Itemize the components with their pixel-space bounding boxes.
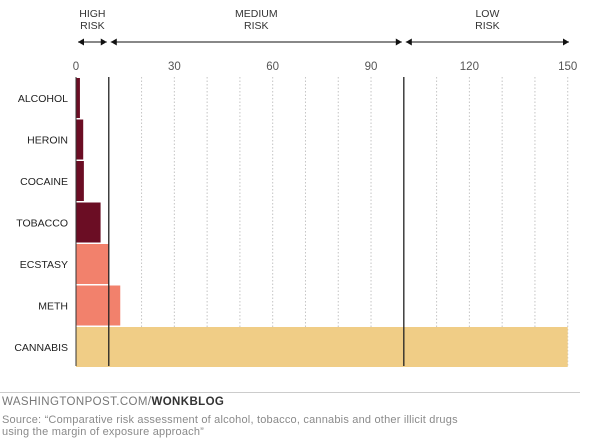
x-axis-ticks: 0 30 60 90 120 150 (73, 61, 578, 73)
category-label-tobacco: TOBACCO (16, 218, 68, 230)
zone-label-0-line-2: RISK (80, 20, 105, 32)
zone-label-2-line-1: LOW (475, 8, 499, 20)
x-tick-label-30: 30 (168, 61, 181, 73)
zone-label-2-line-2: RISK (475, 20, 500, 32)
bar-ecstasy (76, 244, 109, 284)
bar-alcohol (76, 78, 80, 118)
source-note: Source: “Comparative risk assessment of … (2, 414, 572, 438)
zone-label-1-line-2: RISK (244, 20, 269, 32)
zone-label-0-line-1: HIGH (79, 8, 105, 20)
zone-arrowhead-right (563, 38, 569, 46)
bar-heroin (76, 119, 84, 160)
category-label-alcohol: ALCOHOL (18, 93, 68, 105)
bar-meth (76, 285, 121, 326)
category-label-heroin: HEROIN (27, 135, 68, 147)
x-tick-label-150: 150 (558, 61, 577, 73)
source-line-2: using the margin of exposure approach” (2, 426, 205, 438)
bar-cannabis (76, 327, 568, 367)
category-label-ecstasy: ECSTASY (20, 259, 68, 271)
footer-divider (0, 392, 580, 393)
zone-arrowhead-left (110, 38, 117, 46)
category-labels: ALCOHOL HEROIN COCAINE TOBACCO ECSTASY METH CA… (14, 93, 68, 354)
zone-arrowhead-right (100, 38, 107, 46)
x-tick-label-0: 0 (73, 61, 79, 73)
x-tick-label-60: 60 (266, 61, 279, 73)
bar-tobacco (76, 202, 101, 243)
x-tick-label-90: 90 (365, 61, 378, 73)
gridlines (141, 77, 569, 366)
zone-arrowhead-left (405, 38, 412, 46)
zone-arrowhead-right (395, 38, 402, 46)
credit-blog: WONKBLOG (151, 396, 225, 408)
bar-cocaine (76, 161, 84, 201)
zone-label-1-line-1: MEDIUM (235, 8, 278, 20)
x-tick-label-120: 120 (460, 61, 479, 73)
credit-site: WASHINGTONPOST.COM/ (2, 396, 152, 408)
zone-arrowhead-left (78, 38, 84, 46)
credit-line: WASHINGTONPOST.COM/WONKBLOG (2, 396, 224, 408)
category-label-meth: METH (38, 301, 68, 313)
source-line-1: Source: “Comparative risk assessment of … (2, 414, 458, 426)
risk-thresholds (108, 77, 405, 366)
category-label-cocaine: COCAINE (20, 176, 68, 188)
category-label-cannabis: CANNABIS (14, 342, 68, 354)
bars (76, 78, 568, 367)
